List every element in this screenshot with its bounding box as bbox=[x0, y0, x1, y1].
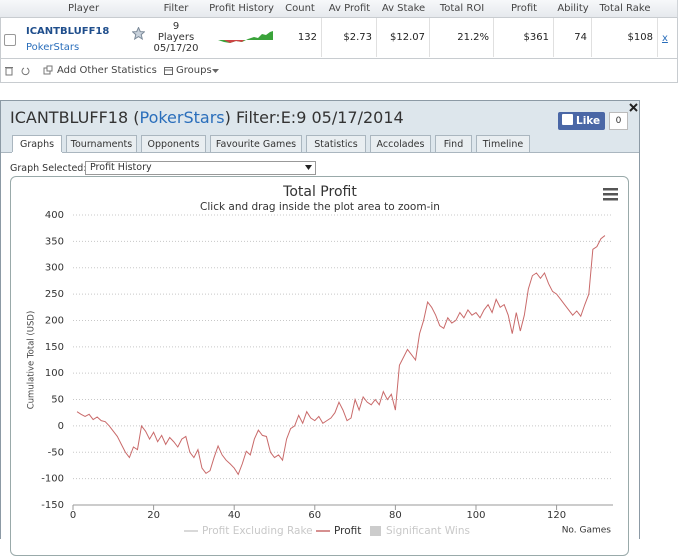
groups-caret bbox=[212, 69, 219, 73]
page: Player Filter Profit History Count Av Pr… bbox=[0, 0, 678, 556]
chart-menu[interactable] bbox=[603, 188, 618, 201]
groups-icon bbox=[164, 67, 173, 75]
title-text: ICANTBLUFF18 ( bbox=[10, 108, 140, 127]
tab[interactable]: Accolades bbox=[370, 135, 431, 152]
profit-sparkline bbox=[210, 31, 273, 43]
filter-text: 9 bbox=[172, 21, 180, 32]
rake-cell: $108 bbox=[592, 18, 658, 57]
legend-symbol bbox=[370, 526, 381, 536]
x-tick-label: 0 bbox=[70, 510, 76, 521]
count-cell: 132 bbox=[278, 18, 322, 57]
y-tick-label: 100 bbox=[45, 368, 64, 379]
tab[interactable]: Statistics bbox=[306, 135, 366, 152]
tab-content bbox=[1, 152, 639, 540]
chart: Total Profit Click and drag inside the p… bbox=[27, 184, 618, 537]
tab[interactable]: Find bbox=[435, 135, 472, 152]
tab[interactable]: Tournaments bbox=[66, 135, 137, 152]
y-tick-label: 350 bbox=[45, 236, 64, 247]
x-tick-label: 100 bbox=[466, 510, 485, 521]
title-text: ) Filter:E:9 05/17/2014 bbox=[224, 108, 404, 127]
y-tick-label: 200 bbox=[45, 315, 64, 326]
y-tick-label: 250 bbox=[45, 289, 64, 300]
y-tick-label: 150 bbox=[45, 342, 64, 353]
x-tick-label: 60 bbox=[308, 510, 321, 521]
row-checkbox[interactable] bbox=[4, 34, 16, 46]
legend-label: Profit bbox=[334, 525, 361, 537]
tab[interactable]: Favourite Games bbox=[210, 135, 302, 152]
legend-label: Profit Excluding Rake bbox=[202, 525, 313, 537]
y-tick-label: -150 bbox=[41, 500, 64, 511]
add-statistics[interactable]: Add Other Statistics bbox=[57, 65, 157, 76]
like-text[interactable]: Like bbox=[576, 115, 601, 127]
chart-subtitle: Click and drag inside the plot area to z… bbox=[200, 201, 440, 213]
table-row bbox=[0, 18, 677, 59]
roi-cell: 21.2% bbox=[430, 18, 494, 57]
legend-label: Significant Wins bbox=[386, 525, 470, 537]
y-tick-label: -50 bbox=[48, 447, 64, 458]
header-cell bbox=[658, 0, 678, 18]
y-tick-label: 400 bbox=[45, 210, 64, 221]
graph-select[interactable]: Profit History bbox=[85, 161, 316, 175]
remove-link[interactable]: x bbox=[662, 33, 668, 44]
groups-button[interactable]: Groups bbox=[176, 65, 212, 76]
title-site[interactable]: PokerStars bbox=[139, 108, 225, 127]
close-button[interactable] bbox=[629, 103, 638, 112]
profit-line bbox=[76, 235, 606, 476]
graph-select-value[interactable]: Profit History bbox=[90, 162, 152, 173]
y-tick-label: 0 bbox=[58, 421, 64, 432]
player-site: PokerStars bbox=[26, 42, 80, 53]
profit-cell: $361 bbox=[494, 18, 554, 57]
toolbar-icons[interactable] bbox=[4, 65, 54, 77]
filter-text: 05/17/20 bbox=[153, 43, 199, 54]
filter-text: Players bbox=[157, 32, 195, 43]
x-tick-label: 40 bbox=[228, 510, 241, 521]
x-tick-label: 80 bbox=[389, 510, 402, 521]
chart-title: Total Profit bbox=[282, 184, 357, 200]
y-axis-label: Cumulative Total (USD) bbox=[27, 311, 37, 410]
y-tick-label: -100 bbox=[41, 474, 64, 485]
tab[interactable]: Timeline bbox=[476, 135, 530, 152]
y-tick-label: 300 bbox=[45, 263, 64, 274]
select-caret bbox=[305, 165, 312, 170]
graph-label: Graph Selected: bbox=[10, 163, 87, 174]
filter-cell: 9 Players 05/17/20 bbox=[147, 21, 205, 54]
like-count: 0 bbox=[609, 112, 628, 130]
x-tick-label: 20 bbox=[147, 510, 160, 521]
tab-join bbox=[12, 152, 62, 154]
favourite-star[interactable] bbox=[132, 27, 145, 40]
ability-cell: 74 bbox=[554, 18, 592, 57]
av-stake-cell: $12.07 bbox=[377, 18, 430, 57]
tab[interactable]: Opponents bbox=[141, 135, 206, 152]
like-button[interactable]: Like bbox=[558, 112, 605, 130]
player-name[interactable]: ICANTBLUFF18 bbox=[26, 26, 110, 37]
y-tick-label: 50 bbox=[51, 395, 64, 406]
panel-title: ICANTBLUFF18 (PokerStars) Filter:E:9 05/… bbox=[10, 108, 404, 127]
x-axis-label: No. Games bbox=[562, 526, 612, 536]
x-tick-label: 120 bbox=[547, 510, 566, 521]
av-profit-cell: $2.73 bbox=[322, 18, 377, 57]
tab-active[interactable]: Graphs bbox=[12, 135, 62, 153]
